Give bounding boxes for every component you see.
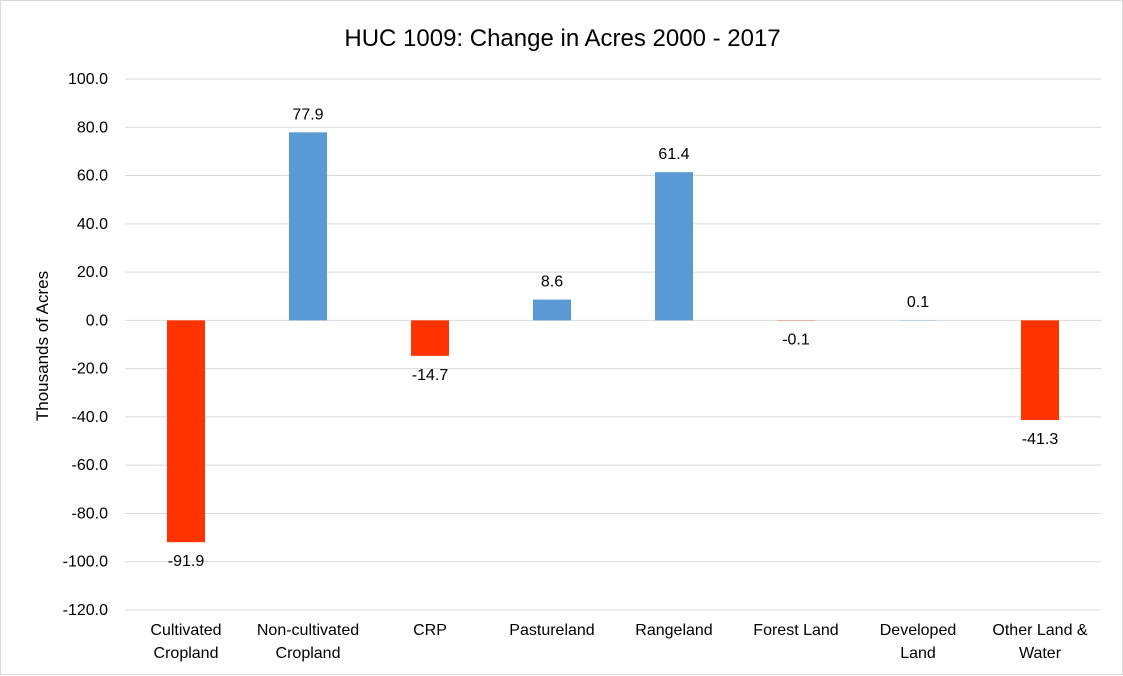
x-category-label-line: Water [1019, 645, 1062, 662]
x-category-label-line: Developed [880, 622, 957, 639]
y-tick-label: 20.0 [77, 264, 108, 281]
data-label: 77.9 [292, 106, 323, 123]
y-tick-label: 80.0 [77, 119, 108, 136]
y-tick-label: -60.0 [72, 457, 109, 474]
x-axis-category-labels: Cultivated Cropland Non-cultivated Cropland… [150, 622, 1087, 662]
y-tick-label: 100.0 [68, 71, 108, 88]
bar [533, 300, 571, 321]
x-category-label: Developed Land [880, 622, 957, 662]
x-category-label-line: Non-cultivated [257, 622, 359, 639]
y-tick-label: 0.0 [86, 312, 108, 329]
x-category-label: Rangeland [635, 622, 712, 639]
x-category-label-line: Cultivated [150, 622, 221, 639]
data-label: 8.6 [541, 274, 563, 291]
gridlines [125, 79, 1101, 610]
data-label: -14.7 [412, 367, 449, 384]
data-label: -41.3 [1022, 431, 1059, 448]
x-category-label: Forest Land [753, 622, 838, 639]
data-label: -0.1 [782, 332, 810, 349]
bars [167, 132, 1059, 542]
bar [655, 172, 693, 320]
bar [167, 320, 205, 542]
y-axis-title: Thousands of Acres [33, 271, 52, 421]
y-tick-label: -40.0 [72, 409, 109, 426]
x-category-label: Non-cultivated Cropland [257, 622, 359, 662]
x-category-label-line: Other Land & [992, 622, 1088, 639]
y-tick-label: -80.0 [72, 505, 109, 522]
x-category-label: Pastureland [509, 622, 594, 639]
bar [1021, 320, 1059, 420]
data-label: -91.9 [168, 553, 205, 570]
data-label: 61.4 [658, 146, 689, 163]
x-category-label-line: Forest Land [753, 622, 838, 639]
x-category-label: Cultivated Cropland [150, 622, 221, 662]
chart-title: HUC 1009: Change in Acres 2000 - 2017 [344, 25, 780, 52]
x-category-label: Other Land & Water [992, 622, 1088, 662]
x-category-label-line: Rangeland [635, 622, 712, 639]
x-category-label-line: CRP [413, 622, 447, 639]
x-category-label-line: Land [900, 645, 936, 662]
data-label: 0.1 [907, 294, 929, 311]
bar [411, 320, 449, 355]
x-category-label-line: Cropland [154, 645, 219, 662]
x-category-label-line: Cropland [276, 645, 341, 662]
y-tick-label: 40.0 [77, 216, 108, 233]
y-tick-label: -100.0 [63, 554, 108, 571]
y-tick-label: -20.0 [72, 361, 109, 378]
y-tick-label: -120.0 [63, 602, 108, 619]
x-category-label-line: Pastureland [509, 622, 594, 639]
y-axis-tick-labels: 100.0 80.0 60.0 40.0 20.0 0.0 -20.0 -40.0 -60.0 -… [63, 71, 108, 619]
y-tick-label: 60.0 [77, 168, 108, 185]
bar [289, 132, 327, 320]
x-category-label: CRP [413, 622, 447, 639]
